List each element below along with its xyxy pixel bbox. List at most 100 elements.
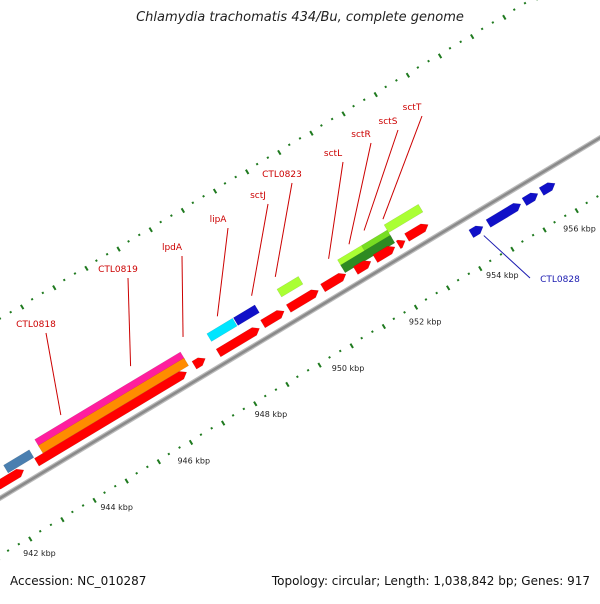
tick-mark xyxy=(393,318,394,320)
tick-mark xyxy=(53,286,56,290)
tick-mark xyxy=(364,99,365,101)
tick-mark xyxy=(61,518,64,522)
tick-mark xyxy=(329,357,330,359)
tick-mark xyxy=(211,427,212,429)
tick-mark xyxy=(524,2,525,4)
tick-mark xyxy=(468,273,469,275)
feature-arrow xyxy=(320,273,345,292)
tick-mark xyxy=(597,196,598,198)
tick-mark xyxy=(361,337,362,339)
feature-arrow xyxy=(38,358,188,453)
feature-track xyxy=(0,183,555,490)
label-leader-line xyxy=(349,143,371,244)
tick-mark xyxy=(383,324,386,328)
feature-arrow xyxy=(34,371,186,466)
tick-mark xyxy=(74,273,75,275)
tick-mark xyxy=(374,92,377,96)
genome-summary-text: Topology: circular; Length: 1,038,842 bp… xyxy=(272,574,590,588)
gene-label: CTL0819 xyxy=(98,265,138,275)
tick-mark xyxy=(235,176,236,178)
tick-mark xyxy=(40,530,41,532)
tick-mark xyxy=(575,208,578,212)
tick-mark xyxy=(554,221,555,223)
tick-mark xyxy=(117,247,120,251)
gene-label: lpdA xyxy=(162,243,183,253)
tick-mark xyxy=(115,485,116,487)
tick-mark xyxy=(289,144,290,146)
tick-mark xyxy=(425,299,426,301)
tick-mark xyxy=(182,208,185,212)
tick-mark xyxy=(160,221,161,223)
tick-mark xyxy=(104,492,105,494)
feature-arrow xyxy=(469,226,483,238)
label-leader-line xyxy=(364,130,398,230)
feature-arrow xyxy=(404,224,428,242)
label-leader-line xyxy=(275,183,292,277)
tick-mark xyxy=(340,350,341,352)
tick-mark xyxy=(139,234,140,236)
tick-mark xyxy=(128,241,129,243)
tick-mark xyxy=(200,434,201,436)
tick-mark xyxy=(353,105,354,107)
tick-mark xyxy=(168,453,169,455)
label-leader-line xyxy=(252,204,268,296)
tick-mark xyxy=(479,266,482,270)
gene-label: CTL0818 xyxy=(16,320,56,330)
label-leader-line xyxy=(329,162,343,259)
tick-mark xyxy=(428,60,429,62)
tick-mark xyxy=(310,131,313,135)
tick-mark xyxy=(50,524,51,526)
tick-mark xyxy=(385,86,386,88)
tick-mark xyxy=(32,298,33,300)
tick-mark xyxy=(332,118,333,120)
tick-mark xyxy=(471,34,474,38)
gene-label: sctJ xyxy=(250,191,266,201)
tick-mark xyxy=(533,234,534,236)
tick-mark xyxy=(267,157,268,159)
feature-arrow xyxy=(277,276,303,297)
feature-arrow xyxy=(233,305,259,326)
genome-backbone xyxy=(0,102,600,535)
tick-mark xyxy=(522,241,523,243)
tick-mark xyxy=(149,228,152,232)
tick-label: 946 kbp xyxy=(177,456,210,465)
tick-mark xyxy=(171,215,172,217)
tick-label: 942 kbp xyxy=(23,549,56,558)
tick-mark xyxy=(64,279,65,281)
feature-arrow xyxy=(260,310,284,328)
tick-mark xyxy=(147,466,148,468)
tick-mark xyxy=(278,150,281,154)
tick-label: 948 kbp xyxy=(255,410,288,419)
tick-mark xyxy=(265,395,266,397)
tick-mark xyxy=(342,112,345,116)
gene-label: sctL xyxy=(324,149,342,159)
tick-mark xyxy=(350,344,353,348)
tick-mark xyxy=(543,228,546,232)
tick-mark xyxy=(372,331,373,333)
tick-mark xyxy=(107,253,108,255)
tick-mark xyxy=(407,73,410,77)
tick-label: 952 kbp xyxy=(409,317,442,326)
tick-mark xyxy=(222,421,225,425)
feature-arrow xyxy=(396,240,405,249)
feature-arrow xyxy=(522,193,538,206)
tick-mark xyxy=(83,505,84,507)
tick-mark xyxy=(275,389,276,391)
tick-mark xyxy=(297,376,298,378)
tick-mark xyxy=(125,479,128,483)
tick-mark xyxy=(417,67,418,69)
tick-mark xyxy=(158,460,161,464)
tick-mark xyxy=(308,369,309,371)
tick-mark xyxy=(179,447,180,449)
label-leader-line xyxy=(217,228,228,316)
tick-mark xyxy=(93,498,96,502)
backbone-core xyxy=(0,102,600,535)
tick-label: 956 kbp xyxy=(563,225,596,234)
tick-mark xyxy=(136,472,137,474)
tick-mark xyxy=(254,402,257,406)
tick-mark xyxy=(490,260,491,262)
tick-label: 954 kbp xyxy=(486,271,519,280)
map-title: Chlamydia trachomatis 434/Bu, complete g… xyxy=(0,10,600,25)
tick-mark xyxy=(415,305,418,309)
